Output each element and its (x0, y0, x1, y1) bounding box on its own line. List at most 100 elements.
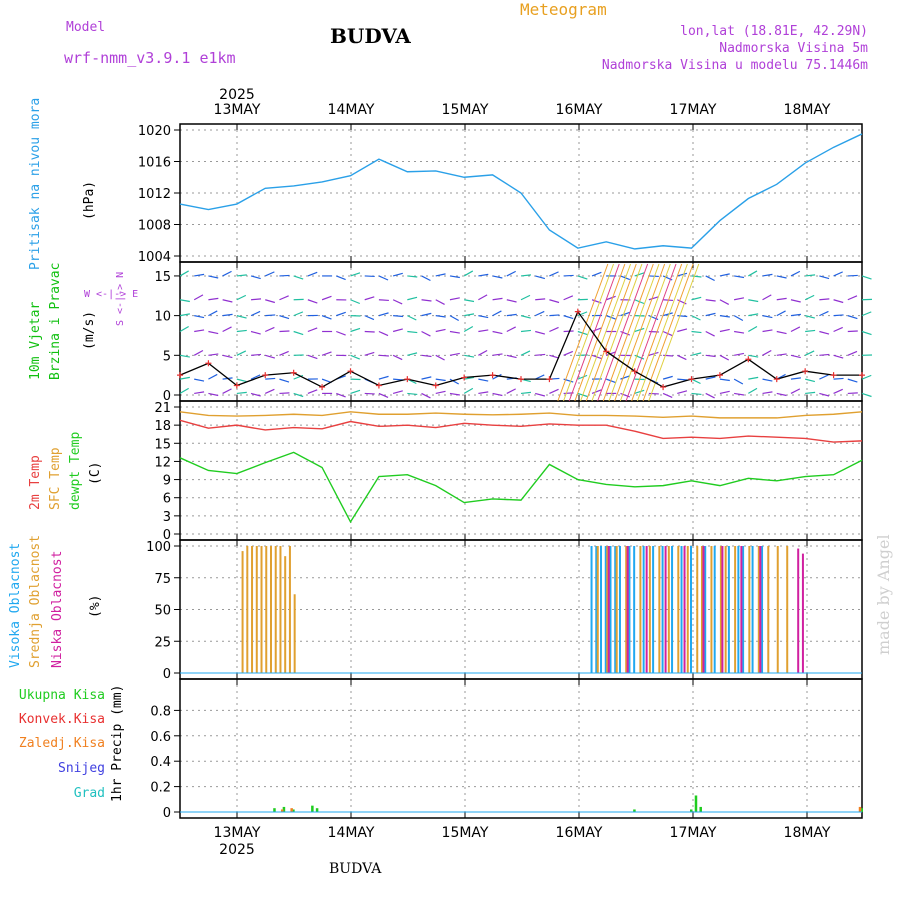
y-tick-label: 1004 (138, 250, 171, 265)
wind-arrow (662, 312, 673, 317)
wind-arrow (179, 354, 190, 358)
wind-arrow (222, 299, 233, 303)
x-date-label-bottom: 18MAY (784, 825, 831, 841)
altitude-text: Nadmorska Visina 5m (719, 41, 868, 56)
wind-arrow (861, 275, 872, 280)
wind-arrow (819, 275, 830, 280)
wind-arrow (464, 313, 475, 317)
bar-srednja-oblacnost (677, 546, 680, 673)
wind-arrow (833, 388, 843, 394)
wind-arrow (549, 388, 559, 394)
wind-arrow (620, 311, 631, 317)
wind-arrow (378, 375, 389, 380)
wind-arrow (762, 329, 773, 333)
bar-visoka-oblacnost (737, 546, 740, 673)
model-name: wrf-nmm_v3.9.1 e1km (64, 49, 236, 67)
page-title: BUDVA (330, 24, 411, 48)
x-year-label-top: 2025 (219, 87, 255, 103)
wind-arrow (734, 297, 745, 301)
wind-arrow (847, 350, 858, 356)
wind-arrow (648, 351, 659, 356)
wind-arrow (435, 378, 446, 382)
wind-arrow (748, 376, 759, 380)
wind-arrow (392, 272, 403, 277)
wind-arrow (833, 377, 844, 380)
bar-visoka-oblacnost (633, 546, 636, 673)
wind-arrow (265, 354, 276, 359)
wind-arrow (492, 373, 502, 380)
wind-arrow (449, 297, 460, 301)
bar-srednja-oblacnost (279, 546, 282, 673)
wind-arrow (648, 275, 659, 278)
wind-arrow (421, 299, 432, 302)
wind-arrow (250, 310, 261, 317)
wind-arrow (279, 330, 290, 333)
wind-gust-marker (347, 368, 354, 375)
y-tick-label: 6 (163, 492, 171, 507)
wind-arrow (677, 315, 688, 318)
wind-arrow (250, 275, 261, 280)
wind-arrow (648, 296, 659, 301)
wind-arrow (677, 354, 687, 361)
wind-arrow (179, 270, 189, 277)
wind-arrow (435, 354, 445, 361)
wind-arrow (492, 392, 503, 397)
wind-arrow (293, 330, 304, 336)
bar-srednja-oblacnost (700, 546, 703, 673)
wind-gust-marker (233, 382, 240, 389)
bar-niska-oblacnost (607, 546, 610, 673)
wind-arrow (236, 350, 247, 356)
wind-arrow (179, 299, 190, 303)
wind-arrow (549, 314, 560, 317)
wind-arrow (762, 273, 773, 277)
bar-srednja-oblacnost (596, 546, 599, 673)
wind-arrow (265, 326, 275, 333)
wind-arrow (364, 330, 375, 333)
wind-arrow (762, 378, 773, 382)
wind-arrow (776, 297, 787, 301)
wind-arrow (492, 275, 503, 279)
series-line-wind-speed (179, 310, 862, 388)
wind-arrow (847, 392, 858, 395)
wind-arrow (819, 374, 829, 380)
bar-srednja-oblacnost (748, 546, 751, 673)
wind-arrow (449, 315, 459, 321)
wind-arrow (563, 295, 574, 301)
wind-arrow (520, 329, 532, 333)
wind-arrow (506, 299, 517, 303)
wind-arrow (179, 313, 190, 317)
bar-srednja-oblacnost (606, 546, 609, 673)
wind-arrow-storm (625, 263, 677, 402)
wind-arrow (208, 275, 219, 279)
wind-arrow (591, 271, 602, 277)
model-label: Model (66, 20, 106, 35)
wind-arrow (336, 311, 346, 317)
wind-arrow (236, 315, 247, 319)
panel-frame (179, 678, 863, 819)
wind-arrow-storm (557, 263, 609, 402)
bar-srednja-oblacnost (625, 546, 628, 673)
wind-arrow (591, 327, 602, 333)
wind-arrow (776, 275, 787, 279)
bar-niska-oblacnost (801, 553, 804, 673)
wind-arrow-storm (648, 263, 700, 402)
bar-ukupna-kisa (699, 806, 702, 812)
wind-gust-marker (375, 382, 382, 389)
wind-arrow (321, 351, 332, 356)
wind-arrow (449, 392, 460, 396)
bar-visoka-oblacnost (642, 546, 645, 673)
x-date-label-top: 14MAY (328, 102, 375, 118)
bar-visoka-oblacnost (704, 546, 707, 673)
wind-arrow (634, 354, 645, 360)
wind-gust-marker (262, 372, 269, 379)
wind-arrow (833, 326, 843, 333)
wind-arrow (179, 376, 190, 380)
wind-arrow (378, 312, 389, 317)
bar-visoka-oblacnost (761, 546, 764, 673)
wind-arrow (719, 354, 730, 361)
wind-arrow (492, 310, 502, 317)
wind-arrow (563, 274, 574, 277)
wind-arrow (776, 353, 787, 356)
x-date-label-bottom: 15MAY (442, 825, 489, 841)
wind-arrow (435, 315, 446, 318)
